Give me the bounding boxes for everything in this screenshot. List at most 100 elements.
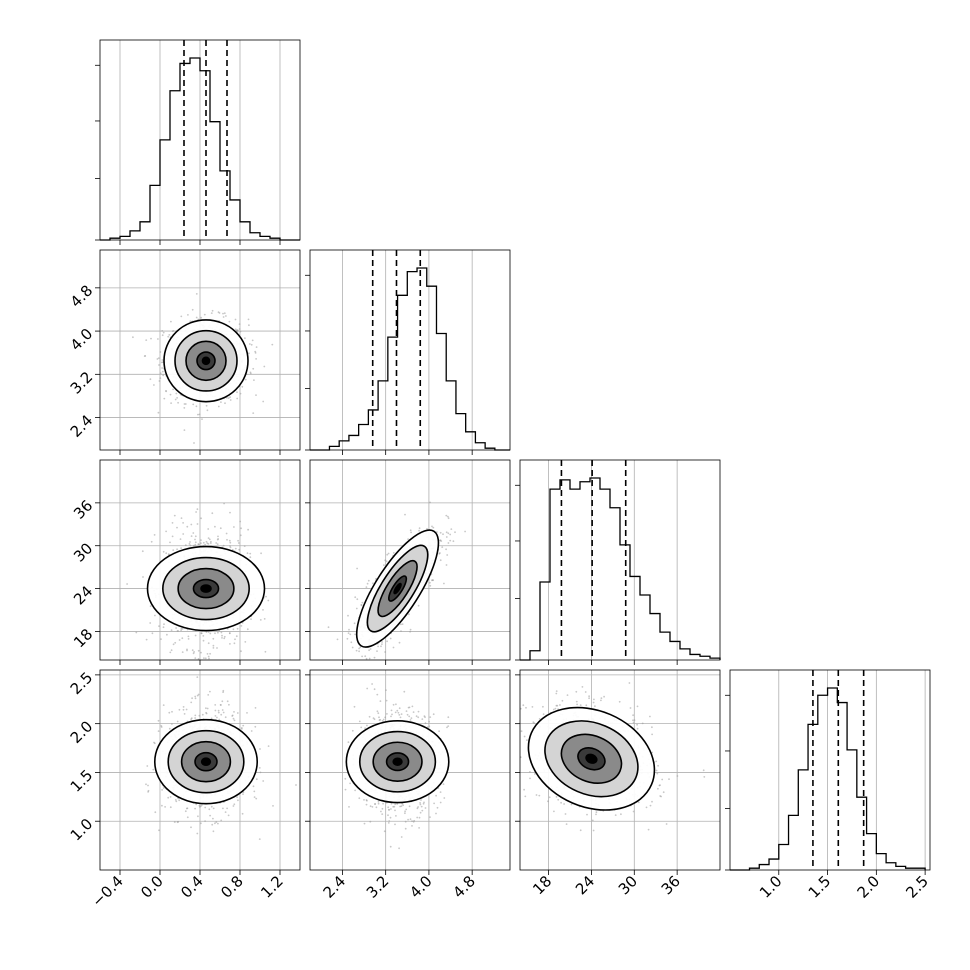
- scatter-point: [371, 806, 374, 808]
- scatter-point: [233, 711, 235, 713]
- scatter-point: [203, 313, 206, 316]
- scatter-point: [647, 828, 650, 831]
- scatter-point: [406, 713, 409, 716]
- scatter-point: [464, 530, 466, 533]
- scatter-point: [377, 800, 380, 803]
- scatter-point: [432, 526, 435, 529]
- scatter-point: [445, 531, 448, 534]
- scatter-point: [200, 316, 203, 319]
- scatter-point: [233, 642, 236, 645]
- scatter-point: [157, 719, 160, 722]
- histogram-panel: [95, 39, 301, 245]
- scatter-point: [222, 544, 225, 547]
- scatter-point: [200, 822, 202, 825]
- scatter-point: [351, 729, 354, 732]
- scatter-point: [259, 748, 261, 750]
- scatter-point: [226, 807, 229, 810]
- scatter-point: [358, 797, 361, 800]
- scatter-point: [408, 613, 410, 616]
- scatter-point: [204, 657, 207, 660]
- scatter-point: [194, 714, 197, 717]
- scatter-point: [182, 708, 185, 711]
- scatter-point: [405, 808, 408, 811]
- x-tick-label: 1.0: [756, 872, 786, 902]
- pair-frame: [99, 249, 301, 451]
- scatter-point: [347, 632, 350, 634]
- scatter-point: [420, 799, 422, 801]
- scatter-point: [209, 542, 212, 544]
- scatter-point: [163, 623, 165, 626]
- scatter-point: [158, 829, 160, 832]
- scatter-point: [258, 767, 261, 769]
- scatter-point: [555, 704, 558, 707]
- scatter-point: [295, 784, 297, 786]
- scatter-point: [374, 803, 376, 805]
- scatter-point: [255, 346, 258, 348]
- scatter-point: [438, 730, 440, 733]
- scatter-point: [255, 358, 257, 360]
- scatter-point: [439, 801, 442, 804]
- scatter-point: [161, 367, 164, 369]
- scatter-point: [181, 651, 184, 653]
- scatter-point: [366, 582, 369, 585]
- scatter-point: [212, 637, 215, 640]
- scatter-point: [584, 691, 587, 693]
- scatter-point: [400, 630, 402, 632]
- scatter-point: [676, 775, 679, 777]
- scatter-point: [366, 724, 368, 727]
- scatter-point: [194, 541, 197, 544]
- scatter-point: [373, 688, 376, 691]
- scatter-point: [172, 643, 175, 646]
- scatter-point: [403, 690, 406, 693]
- scatter-point: [172, 549, 175, 551]
- scatter-point: [227, 814, 230, 817]
- scatter-point: [579, 704, 582, 706]
- scatter-point: [262, 609, 264, 611]
- scatter-point: [184, 403, 187, 405]
- scatter-point: [433, 802, 435, 805]
- scatter-point: [422, 802, 425, 805]
- scatter-point: [372, 582, 374, 585]
- scatter-point: [405, 710, 408, 712]
- scatter-point: [381, 807, 384, 810]
- scatter-point: [418, 529, 420, 532]
- scatter-point: [194, 697, 197, 700]
- scatter-point: [404, 812, 406, 815]
- scatter-point: [394, 823, 396, 826]
- scatter-point: [354, 789, 356, 792]
- scatter-point: [186, 648, 188, 651]
- scatter-point: [417, 710, 420, 713]
- scatter-point: [385, 699, 388, 702]
- x-tick-label: 0.4: [177, 872, 207, 902]
- scatter-point: [197, 543, 200, 546]
- scatter-point: [702, 769, 705, 772]
- scatter-point: [383, 830, 386, 833]
- scatter-point: [186, 816, 189, 819]
- scatter-point: [356, 567, 358, 570]
- scatter-point: [361, 601, 364, 604]
- scatter-point: [340, 676, 342, 678]
- scatter-point: [150, 540, 153, 543]
- scatter-point: [177, 401, 180, 404]
- scatter-point: [358, 720, 361, 723]
- scatter-point: [224, 402, 226, 405]
- scatter-point: [228, 539, 231, 542]
- scatter-point: [207, 655, 210, 658]
- scatter-point: [204, 543, 207, 546]
- scatter-point: [209, 814, 212, 817]
- scatter-point: [236, 796, 239, 798]
- scatter-point: [161, 330, 164, 332]
- scatter-point: [208, 657, 210, 660]
- scatter-point: [240, 527, 243, 530]
- scatter-point: [637, 801, 640, 804]
- scatter-point: [165, 552, 168, 555]
- scatter-point: [565, 823, 568, 825]
- scatter-point: [169, 651, 172, 654]
- scatter-point: [259, 771, 262, 774]
- scatter-point: [171, 535, 174, 538]
- scatter-point: [409, 818, 412, 820]
- scatter-point: [203, 657, 205, 659]
- histogram-frame: [519, 459, 721, 661]
- scatter-point: [226, 538, 228, 541]
